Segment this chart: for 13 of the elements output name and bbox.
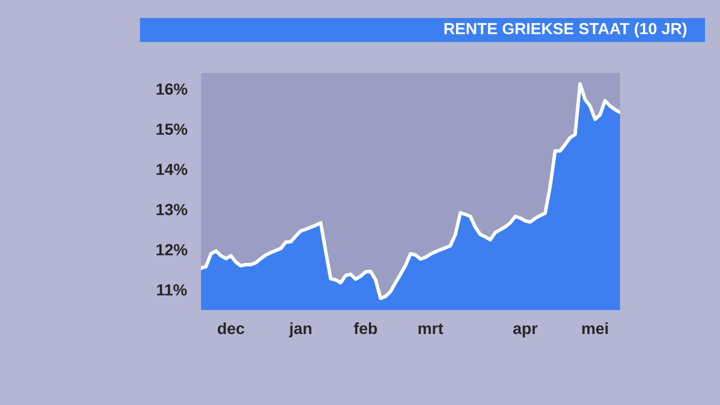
- x-tick-label: jan: [288, 322, 312, 338]
- y-tick-label: 14%: [156, 164, 188, 176]
- y-tick-label: 11%: [157, 284, 187, 296]
- y-tick-label: 16%: [156, 83, 188, 95]
- x-tick-label: mei: [582, 322, 608, 334]
- y-tick-label: 13%: [156, 204, 188, 216]
- x-tick-label: mrt: [418, 324, 444, 334]
- y-tick-label: 12%: [156, 244, 188, 256]
- x-tick-label: apr: [513, 325, 538, 338]
- x-tick-label: dec: [218, 322, 244, 334]
- chart-title: RENTE GRIEKSE STAAT (10 JR): [444, 22, 686, 38]
- x-tick-label: feb: [354, 322, 377, 334]
- y-tick-label: 15%: [156, 124, 188, 135]
